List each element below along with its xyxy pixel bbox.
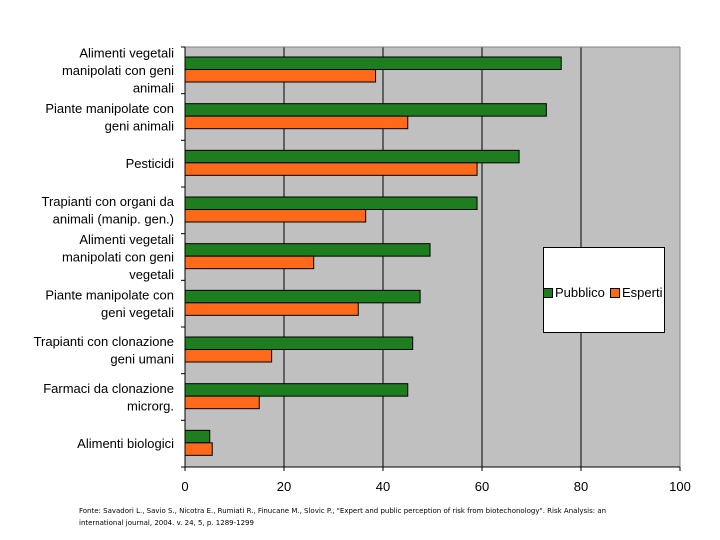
bar-esperti (184, 69, 377, 83)
x-tick-label: 60 (475, 479, 489, 494)
legend-swatch-pubblico (543, 287, 553, 298)
legend-swatch-esperti (610, 287, 620, 298)
category-label-line: Piante manipolate con (45, 101, 174, 116)
bar-esperti (184, 162, 478, 176)
category-label: Alimenti vegetali manipolati con geni anim… (62, 45, 174, 95)
bar-esperti (184, 115, 409, 130)
category-label-line: manipolati con geni (62, 63, 174, 78)
source-line-1: Fonte: Savadori L., Savio S., Nicotra E.… (79, 507, 607, 515)
x-tick-label: 100 (669, 479, 691, 494)
bar-esperti (184, 349, 273, 363)
legend: Pubblico Esperti (543, 247, 665, 333)
category-label-line: manipolati con geni (62, 250, 174, 265)
source-line-2: international journal, 2004. v. 24, 5, p… (79, 519, 254, 527)
source-citation: Fonte: Savadori L., Savio S., Nicotra E.… (79, 505, 639, 529)
category-label-line: animali (133, 80, 174, 95)
bar-pubblico (184, 103, 547, 117)
category-label-line: Trapianti con clonazione (34, 334, 174, 349)
category-label-line: geni vegetali (101, 305, 174, 320)
legend-item-pubblico: Pubblico (543, 285, 605, 300)
category-label-line: Farmaci da clonazione (43, 381, 174, 396)
legend-label-esperti: Esperti (622, 285, 663, 300)
category-label-line: Pesticidi (126, 156, 175, 171)
bar-pubblico (184, 149, 520, 164)
category-label: Trapianti con organi da animali (manip. g… (42, 194, 175, 227)
category-label-line: Alimenti vegetali (79, 232, 174, 247)
category-label: Farmaci da clonazione microrg. (43, 381, 174, 414)
x-tick-label: 0 (181, 479, 188, 494)
category-label-line: geni umani (110, 352, 174, 367)
category-label: Piante manipolate con geni vegetali (45, 287, 174, 320)
category-label-line: geni animali (105, 118, 174, 133)
bar-esperti (184, 209, 367, 223)
bar-pubblico (184, 289, 421, 304)
category-label: Alimenti biologici (77, 436, 174, 451)
bar-pubblico (184, 56, 562, 70)
bar-esperti (184, 255, 315, 270)
category-label: Pesticidi (126, 156, 175, 171)
bar-esperti (184, 395, 260, 410)
category-label: Trapianti con clonazione geni umani (34, 334, 175, 367)
x-tick-label: 80 (574, 479, 588, 494)
category-label-line: vegetali (129, 267, 174, 282)
category-label-line: Alimenti vegetali (79, 45, 174, 60)
category-label-line: animali (manip. gen.) (53, 212, 174, 227)
category-label-line: microrg. (127, 398, 174, 413)
category-label: Alimenti vegetali manipolati con geni vege… (62, 232, 174, 282)
bar-pubblico (184, 196, 478, 210)
x-tick-label: 40 (376, 479, 390, 494)
bar-esperti (184, 302, 359, 316)
bar-pubblico (184, 429, 211, 444)
bar-pubblico (184, 336, 414, 350)
x-tick-label: 20 (277, 479, 291, 494)
legend-label-pubblico: Pubblico (555, 285, 605, 300)
bar-pubblico (184, 383, 409, 397)
legend-item-esperti: Esperti (610, 285, 662, 300)
category-label: Piante manipolate con geni animali (45, 101, 174, 134)
category-label-line: Piante manipolate con (45, 287, 174, 302)
bar-pubblico (184, 243, 431, 257)
category-label-line: Trapianti con organi da (42, 194, 175, 209)
bar-esperti (184, 442, 213, 456)
category-label-line: Alimenti biologici (77, 436, 174, 451)
